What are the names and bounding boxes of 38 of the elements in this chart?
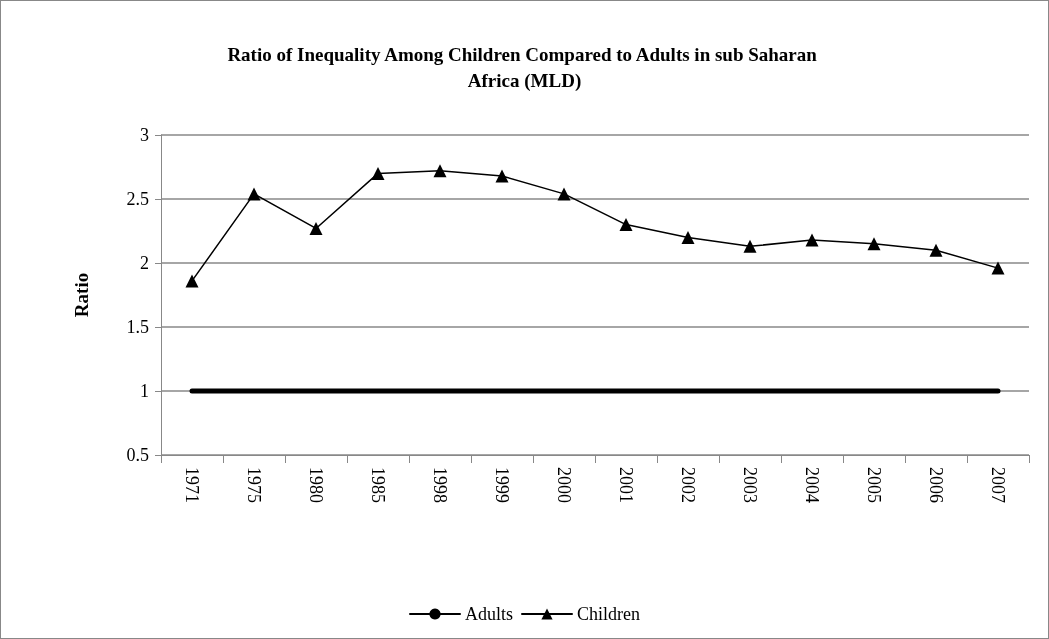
legend-label: Children xyxy=(577,604,641,624)
point xyxy=(557,187,571,201)
point xyxy=(185,274,199,288)
point xyxy=(681,230,695,244)
point xyxy=(309,221,323,235)
point xyxy=(929,243,943,257)
x-tick-label: 1999 xyxy=(492,467,512,503)
x-tick-label: 2003 xyxy=(740,467,760,503)
point xyxy=(433,164,447,178)
x-tick-label: 1985 xyxy=(368,467,388,503)
point xyxy=(743,239,757,253)
x-tick-label: 2002 xyxy=(678,467,698,503)
y-tick-label: 0.5 xyxy=(126,445,149,465)
point xyxy=(991,261,1005,275)
chart-title: Ratio of Inequality Among Children Compared to Adults in sub Saharan Africa (MLD) xyxy=(227,43,822,92)
point xyxy=(619,218,633,232)
y-axis-title: Ratio xyxy=(71,272,92,318)
y-tick-label: 1 xyxy=(140,381,149,401)
x-tick-label: 2001 xyxy=(616,467,636,503)
x-tick-label: 1998 xyxy=(430,467,450,503)
x-tick-label: 2006 xyxy=(926,467,946,503)
y-tick-label: 2.5 xyxy=(126,189,149,209)
x-tick-label: 2004 xyxy=(802,467,822,503)
point xyxy=(495,169,509,183)
y-tick-label: 2 xyxy=(140,253,149,273)
y-tick-label: 3 xyxy=(140,125,149,145)
point xyxy=(371,166,385,180)
x-tick-label: 1971 xyxy=(182,467,202,503)
legend-label: Adults xyxy=(465,604,514,624)
x-tick-label: 1980 xyxy=(306,467,326,503)
x-tick-label: 2005 xyxy=(864,467,884,503)
x-tick-label: 1975 xyxy=(244,467,264,503)
point xyxy=(805,233,819,247)
point xyxy=(247,187,261,201)
x-tick-label: 2007 xyxy=(988,467,1008,503)
point xyxy=(867,237,881,251)
x-tick-label: 2000 xyxy=(554,467,574,503)
y-tick-label: 1.5 xyxy=(126,317,149,337)
